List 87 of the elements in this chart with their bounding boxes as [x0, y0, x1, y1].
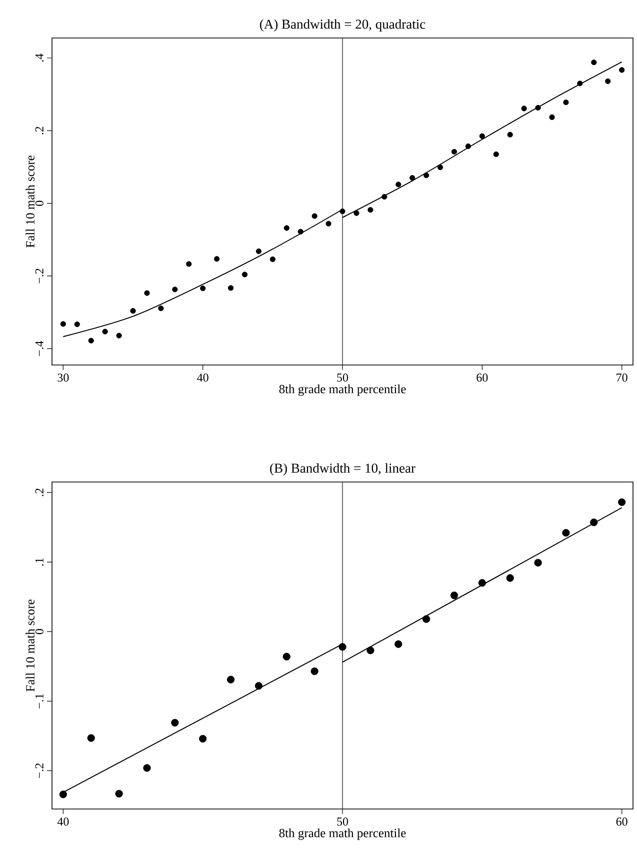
x-tick-label: 60: [476, 374, 488, 382]
x-tick-label: 30: [58, 374, 69, 382]
point: [590, 518, 598, 526]
y-tick-label: 0: [35, 200, 44, 206]
point: [368, 207, 374, 213]
x-axis-title: 8th grade math percentile: [279, 828, 406, 840]
point: [59, 790, 67, 798]
point: [228, 285, 234, 291]
y-tick-label: .2: [35, 488, 44, 496]
point: [102, 328, 108, 334]
point: [591, 60, 597, 66]
point: [354, 210, 360, 216]
point: [562, 528, 570, 537]
y-tick-label: −.2: [35, 764, 44, 778]
point: [115, 790, 123, 798]
point: [479, 133, 485, 139]
point: [214, 256, 220, 262]
x-tick-label: 50: [337, 374, 348, 382]
point: [535, 104, 541, 111]
point: [521, 106, 527, 112]
point: [226, 676, 235, 684]
point: [310, 667, 318, 676]
point: [577, 80, 583, 86]
point: [312, 213, 318, 219]
point: [172, 286, 178, 292]
y-tick-label: .1: [35, 558, 44, 566]
point: [478, 579, 486, 587]
point: [549, 114, 555, 120]
y-tick-label: −.1: [35, 694, 44, 708]
y-tick-label: .2: [35, 126, 44, 134]
point: [493, 151, 499, 158]
point: [270, 256, 276, 262]
x-tick-label: 60: [616, 818, 628, 826]
point: [619, 67, 625, 73]
point: [284, 225, 290, 231]
x-tick-label: 40: [197, 374, 208, 382]
point: [563, 100, 569, 106]
point: [366, 646, 374, 654]
point: [87, 734, 95, 742]
point: [410, 175, 416, 181]
y-tick-label: .4: [35, 54, 44, 62]
point: [326, 220, 332, 226]
point: [282, 652, 290, 660]
point: [130, 308, 136, 314]
point: [451, 148, 458, 155]
point: [618, 498, 626, 506]
point: [423, 172, 430, 178]
point: [171, 718, 179, 727]
point: [422, 615, 430, 623]
point: [116, 332, 122, 338]
point: [437, 164, 444, 170]
point: [256, 248, 262, 254]
y-tick-label: 0: [35, 629, 44, 634]
point: [200, 286, 206, 292]
point: [298, 228, 304, 234]
x-tick-label: 40: [57, 818, 69, 826]
point: [396, 182, 402, 188]
point: [143, 764, 151, 772]
point: [144, 290, 150, 296]
line-series: [342, 61, 622, 218]
point: [199, 734, 207, 743]
point: [60, 321, 66, 327]
point: [465, 143, 471, 150]
point: [394, 640, 402, 648]
point: [158, 306, 164, 312]
point: [338, 643, 346, 651]
chart-title: (B) Bandwidth = 10, linear: [270, 463, 416, 476]
point: [506, 574, 514, 582]
y-tick-label: −.2: [35, 268, 44, 284]
x-axis-title: 8th grade math percentile: [279, 384, 406, 396]
chart-title: (A) Bandwidth = 20, quadratic: [260, 19, 426, 32]
y-tick-label: −.4: [35, 340, 44, 356]
point: [605, 78, 611, 84]
y-axis-title: Fall 10 math score: [26, 600, 34, 692]
point: [450, 592, 458, 600]
point: [382, 194, 388, 200]
point: [507, 132, 513, 138]
point: [74, 322, 80, 328]
point: [534, 558, 542, 567]
point: [88, 338, 94, 344]
point: [254, 682, 262, 690]
point: [186, 261, 192, 267]
y-axis-title: Fall 10 math score: [26, 156, 34, 248]
point: [340, 208, 346, 214]
x-tick-label: 50: [337, 818, 348, 826]
x-tick-label: 70: [616, 374, 628, 382]
point: [242, 272, 248, 278]
